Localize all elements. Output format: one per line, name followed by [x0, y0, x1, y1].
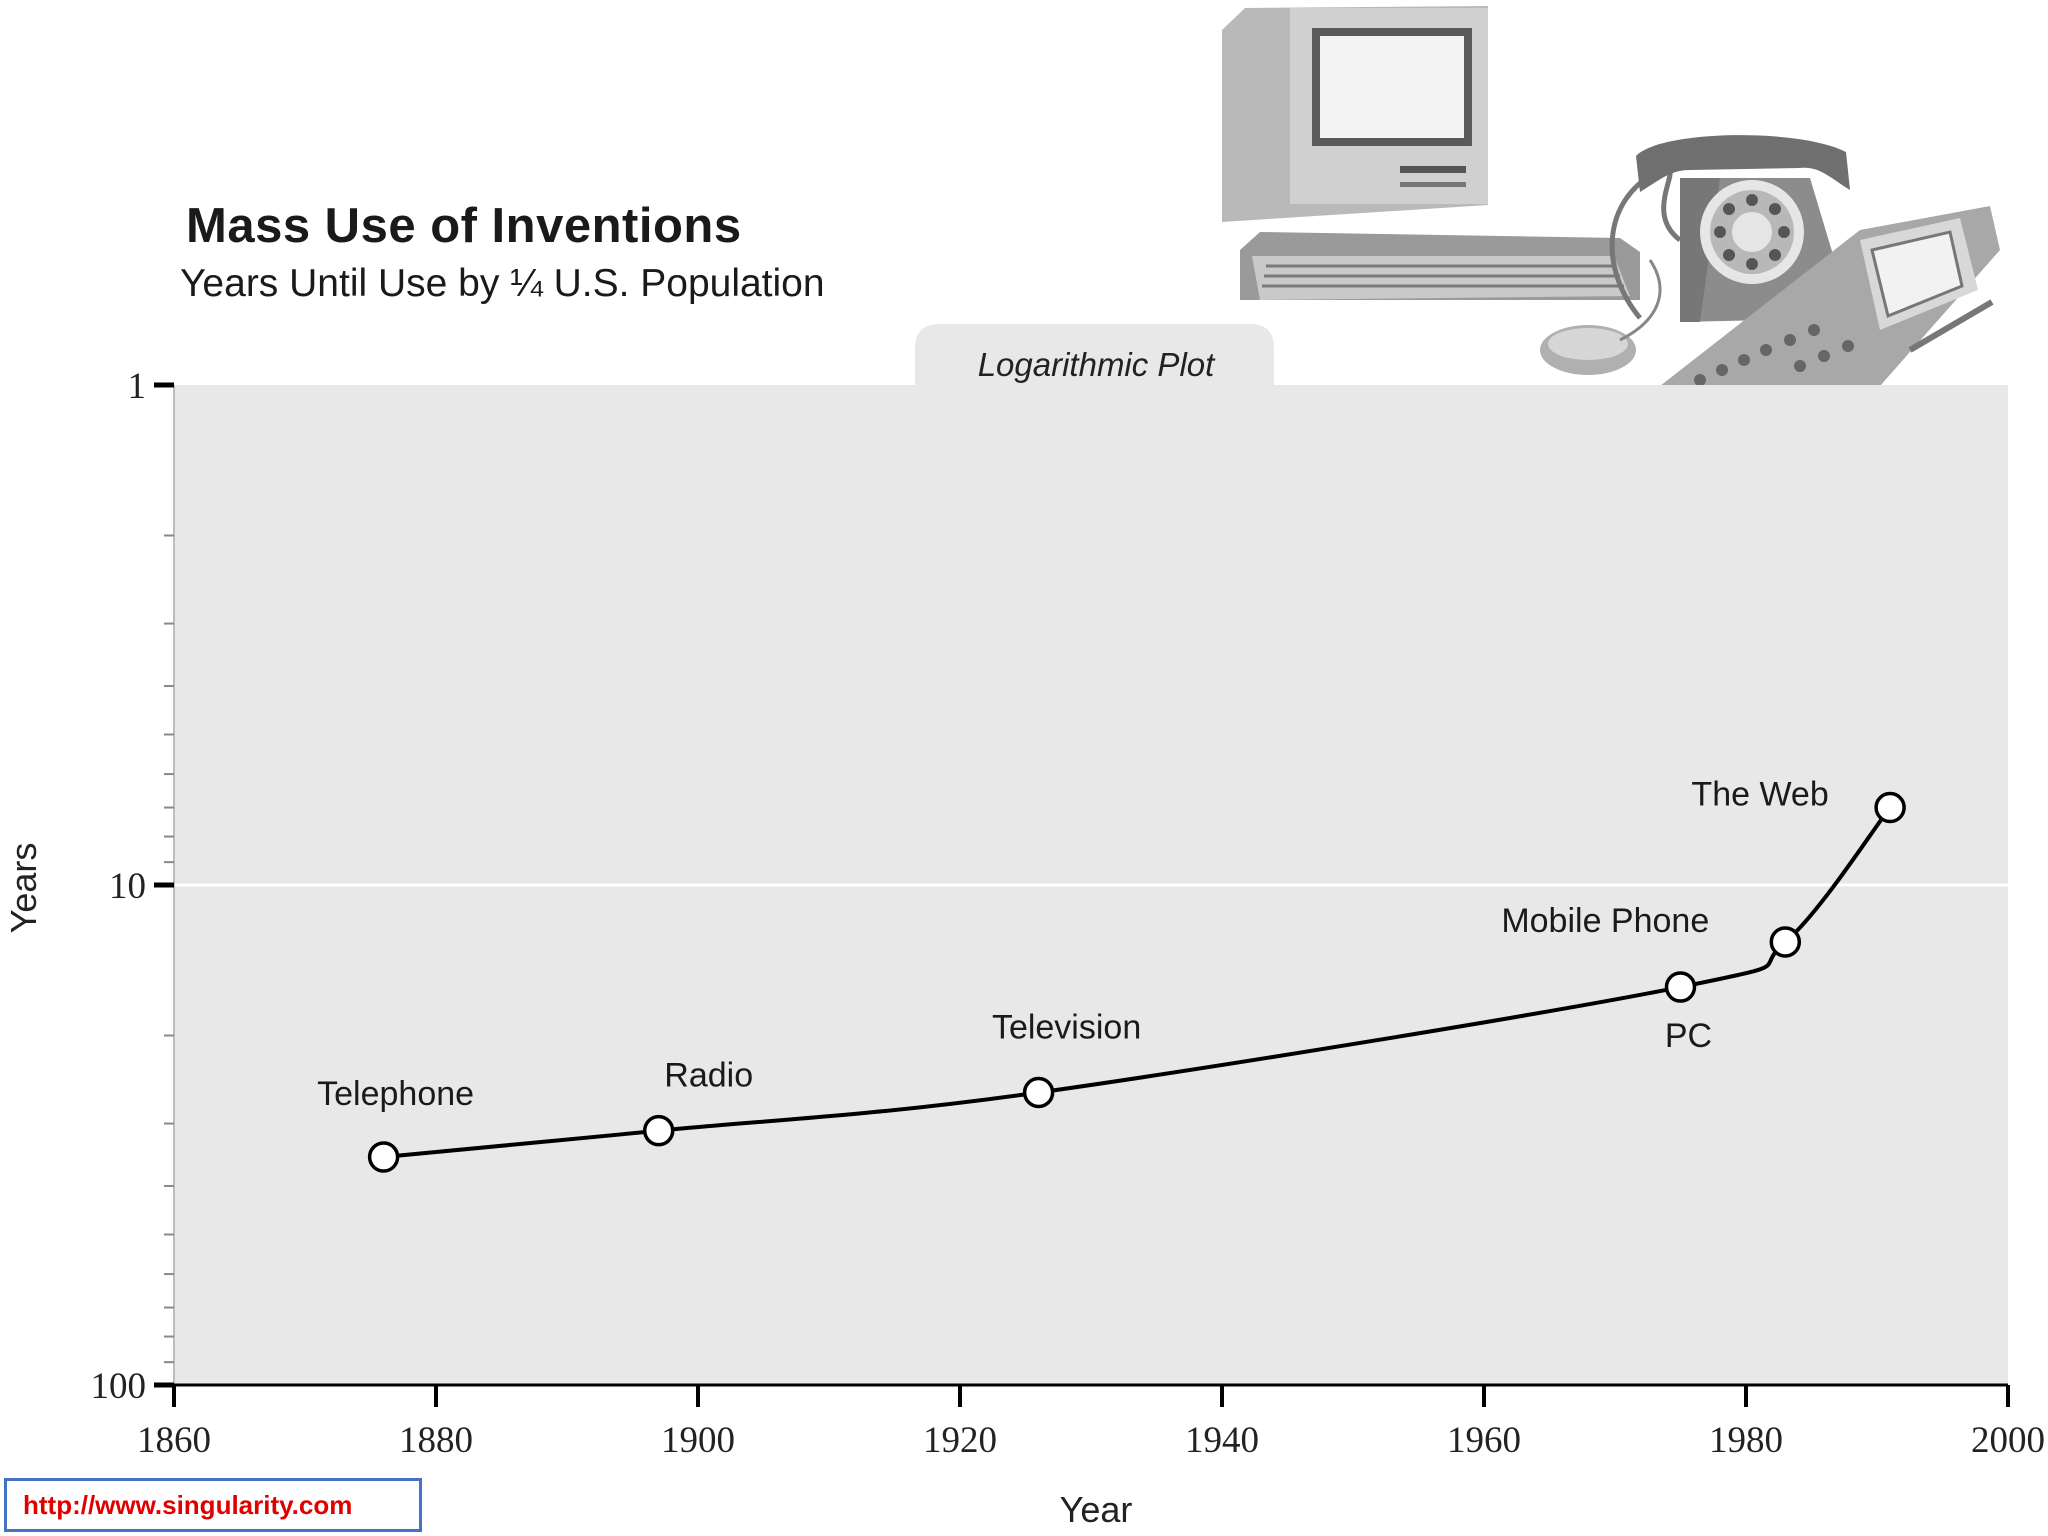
x-tick-label: 1900 — [661, 1420, 735, 1461]
source-url[interactable]: http://www.singularity.com — [23, 1489, 353, 1520]
y-tick-label: 1 — [128, 366, 147, 407]
chart-subtitle: Years Until Use by ¼ U.S. Population — [180, 262, 825, 305]
point-label-the-web: The Web — [1691, 776, 1828, 814]
marker-television — [1022, 1076, 1055, 1109]
log-plot-tab-label: Logarithmic Plot — [978, 346, 1216, 383]
x-tick-label: 2000 — [1971, 1420, 2045, 1461]
point-label-pc: PC — [1665, 1017, 1712, 1055]
marker-pc — [1664, 971, 1697, 1003]
y-axis-title: Years — [3, 843, 44, 934]
x-tick-label: 1880 — [399, 1420, 473, 1461]
point-label-radio: Radio — [664, 1057, 753, 1095]
y-tick-label: 100 — [91, 1366, 147, 1407]
x-tick-label: 1980 — [1709, 1420, 1783, 1461]
point-label-telephone: Telephone — [317, 1075, 474, 1113]
computer-icon — [1222, 6, 1662, 375]
point-label-television: Television — [992, 1008, 1141, 1046]
x-tick-label: 1860 — [137, 1420, 211, 1461]
x-axis-title: Year — [1060, 1489, 1133, 1530]
x-tick-label: 1920 — [923, 1420, 997, 1461]
marker-mobile-phone — [1769, 926, 1802, 958]
marker-the-web — [1874, 791, 1906, 824]
x-tick-label: 1940 — [1185, 1420, 1259, 1461]
chart-title: Mass Use of Inventions — [186, 199, 742, 253]
marker-telephone — [367, 1141, 400, 1173]
x-tick-label: 1960 — [1447, 1420, 1521, 1461]
point-label-mobile-phone: Mobile Phone — [1501, 902, 1709, 940]
marker-radio — [642, 1114, 675, 1147]
mobile-phone-icon — [1660, 206, 2000, 386]
y-tick-label: 10 — [109, 866, 146, 907]
log-plot-tab — [915, 324, 1274, 385]
source-link[interactable]: http://www.singularity.com — [4, 1478, 422, 1532]
